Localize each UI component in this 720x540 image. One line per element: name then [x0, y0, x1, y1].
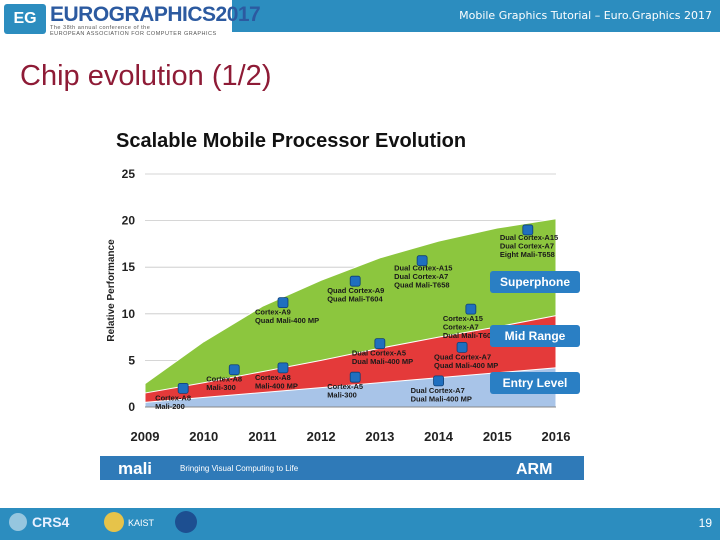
- chip-label: Dual Cortex-A15: [394, 264, 452, 273]
- banner-mali: mali: [118, 459, 152, 478]
- chip-label: Dual Cortex-A7: [411, 386, 465, 395]
- chip-marker: [465, 303, 477, 315]
- chip-label: Dual Mali-T604: [443, 331, 496, 340]
- tier-label: Mid Range: [505, 329, 566, 343]
- chip-label: Mali-300: [327, 391, 357, 400]
- tier-label-box: [490, 372, 580, 394]
- chip-label: Dual Mali-400 MP: [411, 394, 472, 403]
- chip-label: Quad Mali-400 MP: [434, 361, 498, 370]
- x-tick-label: 2009: [131, 429, 160, 444]
- eg-logo-mark: EG: [4, 4, 46, 34]
- y-axis-label: Relative Performance: [106, 239, 117, 342]
- bottom-bar: CRS4 KAIST 19: [0, 508, 720, 540]
- x-tick-label: 2014: [424, 429, 454, 444]
- x-tick-label: 2016: [542, 429, 571, 444]
- eurographics-logo: EG EUROGRAPHICS2017 The 38th annual conf…: [0, 0, 261, 38]
- y-tick-label: 20: [122, 214, 136, 228]
- chip-label: Cortex-A15: [443, 314, 483, 323]
- crs4-logo-icon: [9, 513, 27, 531]
- chip-label: Quad Mali-T658: [394, 281, 449, 290]
- chip-label: Quad Cortex-A7: [434, 352, 491, 361]
- chip-marker: [177, 382, 189, 394]
- chip-marker: [349, 275, 361, 287]
- chip-marker: [522, 224, 534, 236]
- banner-arm: ARM: [516, 461, 552, 478]
- chip-label: Quad Cortex-A9: [327, 286, 384, 295]
- chip-label: Cortex-A8: [155, 393, 191, 402]
- kaist-logo-icon: [104, 512, 124, 532]
- chip-label: Cortex-A5: [327, 382, 363, 391]
- chip-label: Quad Mali-T604: [327, 295, 383, 304]
- chart-title: Scalable Mobile Processor Evolution: [116, 130, 466, 152]
- page-number: 19: [698, 516, 712, 530]
- tier-label: Entry Level: [503, 376, 568, 390]
- chip-marker: [277, 362, 289, 374]
- kaist-logo-text: KAIST: [128, 518, 155, 528]
- logo-tagline-1: The 38th annual conference of the: [50, 25, 151, 31]
- tier-label-box: [490, 271, 580, 293]
- slide-title: Chip evolution (1/2): [20, 60, 272, 92]
- chip-label: Mali-200: [155, 402, 185, 411]
- chip-label: Mali-400 MP: [255, 381, 298, 390]
- chip-label: Eight Mali-T658: [500, 250, 555, 259]
- chip-label: Dual Cortex-A5: [352, 349, 406, 358]
- chip-marker: [456, 341, 468, 353]
- crs4-logo-text: CRS4: [32, 514, 70, 530]
- chip-label: Cortex-A8: [255, 373, 291, 382]
- x-tick-label: 2015: [483, 429, 512, 444]
- chip-marker: [228, 364, 240, 376]
- chip-label: Quad Mali-400 MP: [255, 316, 319, 325]
- x-tick-label: 2012: [307, 429, 336, 444]
- chip-label: Dual Mali-400 MP: [352, 357, 413, 366]
- logo-tagline-2: EUROPEAN ASSOCIATION FOR COMPUTER GRAPHI…: [50, 31, 217, 37]
- chip-label: Cortex-A8: [206, 375, 242, 384]
- chip-label: Cortex-A7: [443, 323, 479, 332]
- chip-marker: [277, 297, 289, 309]
- chip-label: Dual Cortex-A7: [394, 272, 448, 281]
- tier-label: Superphone: [500, 275, 570, 289]
- chip-label: Cortex-A9: [255, 308, 291, 317]
- x-tick-label: 2011: [248, 429, 276, 444]
- university-logo-icon: [175, 511, 197, 533]
- chip-label: Dual Cortex-A15: [500, 233, 558, 242]
- banner-background: [100, 456, 584, 480]
- logo-wordmark: EUROGRAPHICS2017: [50, 3, 261, 26]
- chip-label: Dual Cortex-A7: [500, 241, 554, 250]
- y-tick-label: 5: [128, 353, 135, 367]
- x-tick-label: 2010: [189, 429, 218, 444]
- chip-marker: [416, 255, 428, 267]
- chip-marker: [433, 375, 444, 387]
- chip-marker: [374, 338, 386, 350]
- partner-logos: CRS4 KAIST: [9, 511, 197, 533]
- x-tick-label: 2013: [365, 429, 394, 444]
- y-tick-label: 10: [122, 307, 136, 321]
- y-tick-label: 15: [122, 260, 136, 274]
- y-tick-label: 25: [122, 167, 136, 181]
- y-tick-label: 0: [128, 400, 135, 414]
- banner-tagline: Bringing Visual Computing to Life: [180, 464, 299, 473]
- chip-marker: [349, 371, 361, 383]
- presentation-title: Mobile Graphics Tutorial – Euro.Graphics…: [459, 9, 712, 22]
- processor-evolution-chart: Scalable Mobile Processor Evolution 0 5 10 1…: [100, 130, 584, 480]
- tier-label-box: [490, 325, 580, 347]
- chip-label: Mali-300: [206, 383, 236, 392]
